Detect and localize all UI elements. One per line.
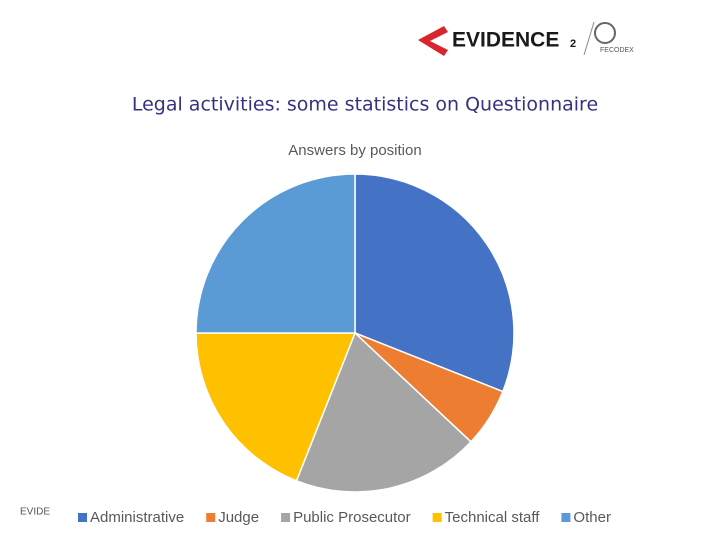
pie-slice xyxy=(195,332,357,482)
logo-number: 2 xyxy=(570,38,576,50)
pie-slice xyxy=(354,173,515,393)
legend-swatch xyxy=(78,513,87,522)
legend-swatch xyxy=(561,513,571,522)
logo-mark xyxy=(418,26,448,56)
legend-swatch xyxy=(281,513,291,522)
legend-label: Administrative xyxy=(90,509,184,526)
pie xyxy=(195,173,515,493)
partner-text: FECODEX xyxy=(600,47,634,54)
logo-divider xyxy=(583,21,595,56)
pie-slice xyxy=(195,173,356,334)
partner-mark xyxy=(594,22,616,44)
legend-label: Other xyxy=(573,509,611,526)
legend-swatch xyxy=(432,513,442,522)
legend-swatch xyxy=(206,513,216,522)
chart-title: Answers by position xyxy=(288,142,421,159)
legend-label: Public Prosecutor xyxy=(293,509,411,526)
legend-label: Judge xyxy=(218,509,259,526)
logo-text: EVIDENCE xyxy=(452,29,559,52)
legend: Administrative Judge Public Prosecutor Tech… xyxy=(78,509,611,526)
legend-label: Technical staff xyxy=(445,509,541,526)
slide-title: Legal activities: some statistics on Que… xyxy=(132,94,598,116)
footer-text: EVIDE xyxy=(20,507,50,518)
pie-slice xyxy=(295,331,472,493)
